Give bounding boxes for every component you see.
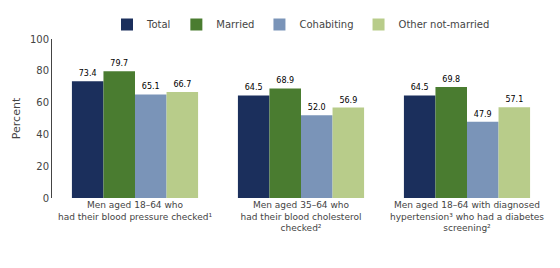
svg-text:Men aged 35–64 whohad their bl: Men aged 35–64 whohad their blood choles… <box>241 200 362 233</box>
svg-text:Other not-married: Other not-married <box>399 19 490 30</box>
svg-text:68.9: 68.9 <box>276 76 294 85</box>
svg-text:66.7: 66.7 <box>173 80 191 89</box>
svg-text:64.5: 64.5 <box>411 83 429 92</box>
svg-text:52.0: 52.0 <box>308 103 326 112</box>
svg-text:Percent: Percent <box>10 97 23 139</box>
svg-text:Men aged 18–64 whohad their bl: Men aged 18–64 whohad their blood pressu… <box>58 200 212 222</box>
svg-text:56.9: 56.9 <box>339 96 357 105</box>
svg-text:Cohabiting: Cohabiting <box>299 19 353 30</box>
svg-text:73.4: 73.4 <box>79 69 97 78</box>
svg-text:79.7: 79.7 <box>110 59 128 68</box>
svg-text:0: 0 <box>43 193 49 204</box>
svg-text:Men aged 18–64 with diagnosedh: Men aged 18–64 with diagnosedhypertensio… <box>390 200 544 233</box>
svg-text:60: 60 <box>36 97 49 108</box>
svg-text:65.1: 65.1 <box>142 82 160 91</box>
svg-text:Total: Total <box>146 19 170 30</box>
svg-text:64.5: 64.5 <box>245 83 263 92</box>
svg-text:69.8: 69.8 <box>442 75 460 84</box>
svg-text:40: 40 <box>36 129 49 140</box>
svg-text:80: 80 <box>36 65 49 76</box>
svg-text:Married: Married <box>216 19 254 30</box>
svg-text:57.1: 57.1 <box>505 95 523 104</box>
svg-text:47.9: 47.9 <box>474 110 492 119</box>
svg-text:20: 20 <box>36 161 49 172</box>
svg-text:100: 100 <box>30 34 49 45</box>
